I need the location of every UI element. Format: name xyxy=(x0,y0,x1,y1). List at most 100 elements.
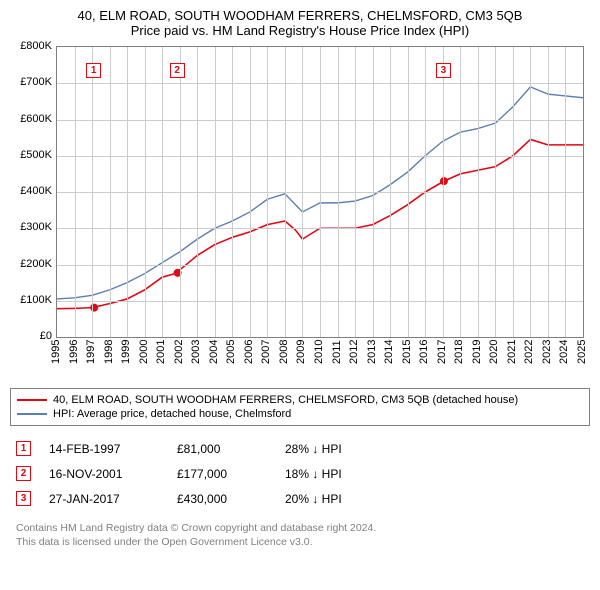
gridline-v xyxy=(127,47,128,337)
x-tick-label: 1998 xyxy=(103,340,115,364)
x-tick-label: 2024 xyxy=(558,340,570,364)
x-tick-label: 2003 xyxy=(190,340,202,364)
gridline-v xyxy=(513,47,514,337)
gridline-v xyxy=(565,47,566,337)
gridline-v xyxy=(548,47,549,337)
gridline-v xyxy=(285,47,286,337)
x-tick-label: 2021 xyxy=(506,340,518,364)
gridline-v xyxy=(443,47,444,337)
gridline-v xyxy=(495,47,496,337)
x-tick-label: 2001 xyxy=(155,340,167,364)
legend-swatch xyxy=(17,413,47,415)
figure-container: 40, ELM ROAD, SOUTH WOODHAM FERRERS, CHE… xyxy=(0,0,600,590)
transaction-index-box: 1 xyxy=(16,441,31,456)
title-line-2: Price paid vs. HM Land Registry's House … xyxy=(10,23,590,38)
legend: 40, ELM ROAD, SOUTH WOODHAM FERRERS, CHE… xyxy=(10,388,590,426)
legend-item: 40, ELM ROAD, SOUTH WOODHAM FERRERS, CHE… xyxy=(17,393,583,407)
y-tick-label: £0 xyxy=(8,330,52,342)
transactions-table: 114-FEB-1997£81,00028% ↓ HPI216-NOV-2001… xyxy=(10,432,590,515)
transaction-diff: 28% ↓ HPI xyxy=(285,442,342,456)
gridline-v xyxy=(145,47,146,337)
x-tick-label: 2023 xyxy=(541,340,553,364)
transaction-index-box: 3 xyxy=(16,491,31,506)
gridline-v xyxy=(302,47,303,337)
sale-marker-box: 2 xyxy=(170,63,185,78)
plot-rect xyxy=(56,46,584,338)
gridline-v xyxy=(355,47,356,337)
footer-line-2: This data is licensed under the Open Gov… xyxy=(16,535,584,549)
gridline-v xyxy=(460,47,461,337)
y-tick-label: £200K xyxy=(8,258,52,270)
x-tick-label: 2018 xyxy=(453,340,465,364)
legend-swatch xyxy=(17,399,47,401)
gridline-v xyxy=(232,47,233,337)
x-tick-label: 2012 xyxy=(348,340,360,364)
x-tick-label: 1995 xyxy=(50,340,62,364)
transaction-row: 216-NOV-2001£177,00018% ↓ HPI xyxy=(16,461,584,486)
transaction-date: 16-NOV-2001 xyxy=(49,467,159,481)
transaction-row: 114-FEB-1997£81,00028% ↓ HPI xyxy=(16,436,584,461)
x-tick-label: 1997 xyxy=(85,340,97,364)
x-tick-label: 2017 xyxy=(436,340,448,364)
y-tick-label: £400K xyxy=(8,185,52,197)
transaction-date: 27-JAN-2017 xyxy=(49,492,159,506)
x-tick-label: 2015 xyxy=(401,340,413,364)
transaction-price: £430,000 xyxy=(177,492,267,506)
gridline-v xyxy=(408,47,409,337)
transaction-price: £81,000 xyxy=(177,442,267,456)
gridline-v xyxy=(250,47,251,337)
gridline-v xyxy=(425,47,426,337)
attribution-footer: Contains HM Land Registry data © Crown c… xyxy=(10,519,590,551)
gridline-v xyxy=(215,47,216,337)
gridline-v xyxy=(390,47,391,337)
legend-label: HPI: Average price, detached house, Chel… xyxy=(53,408,291,420)
x-tick-label: 2013 xyxy=(366,340,378,364)
x-tick-label: 1999 xyxy=(120,340,132,364)
x-tick-label: 2025 xyxy=(576,340,588,364)
x-tick-label: 2004 xyxy=(208,340,220,364)
legend-item: HPI: Average price, detached house, Chel… xyxy=(17,407,583,421)
gridline-v xyxy=(162,47,163,337)
x-tick-label: 2009 xyxy=(295,340,307,364)
x-tick-label: 2008 xyxy=(278,340,290,364)
sale-marker-box: 3 xyxy=(436,63,451,78)
x-tick-label: 2000 xyxy=(138,340,150,364)
x-tick-label: 2010 xyxy=(313,340,325,364)
x-tick-label: 2014 xyxy=(383,340,395,364)
chart-area: £0 £100K £200K £300K £400K £500K £600K £700K £80… xyxy=(10,42,590,382)
gridline-v xyxy=(197,47,198,337)
y-tick-label: £100K xyxy=(8,294,52,306)
x-tick-label: 2002 xyxy=(173,340,185,364)
y-tick-label: £300K xyxy=(8,221,52,233)
x-tick-label: 1996 xyxy=(68,340,80,364)
y-tick-label: £600K xyxy=(8,113,52,125)
transaction-diff: 20% ↓ HPI xyxy=(285,492,342,506)
x-tick-label: 2006 xyxy=(243,340,255,364)
x-tick-label: 2016 xyxy=(418,340,430,364)
gridline-v xyxy=(92,47,93,337)
transaction-diff: 18% ↓ HPI xyxy=(285,467,342,481)
gridline-v xyxy=(338,47,339,337)
sale-marker-box: 1 xyxy=(86,63,101,78)
y-tick-label: £800K xyxy=(8,40,52,52)
gridline-v xyxy=(320,47,321,337)
transaction-row: 3 27-JAN-2017 £430,000 20% ↓ HPI xyxy=(16,486,584,511)
footer-line-1: Contains HM Land Registry data © Crown c… xyxy=(16,521,584,535)
gridline-v xyxy=(110,47,111,337)
x-tick-label: 2011 xyxy=(331,340,343,364)
x-tick-label: 2005 xyxy=(225,340,237,364)
legend-label: 40, ELM ROAD, SOUTH WOODHAM FERRERS, CHE… xyxy=(53,394,518,406)
x-tick-label: 2022 xyxy=(523,340,535,364)
title-line-1: 40, ELM ROAD, SOUTH WOODHAM FERRERS, CHE… xyxy=(10,8,590,23)
chart-titles: 40, ELM ROAD, SOUTH WOODHAM FERRERS, CHE… xyxy=(10,8,590,38)
x-tick-label: 2019 xyxy=(471,340,483,364)
gridline-v xyxy=(373,47,374,337)
gridline-v xyxy=(267,47,268,337)
x-tick-label: 2007 xyxy=(260,340,272,364)
gridline-v xyxy=(478,47,479,337)
y-tick-label: £500K xyxy=(8,149,52,161)
gridline-v xyxy=(75,47,76,337)
gridline-v xyxy=(180,47,181,337)
transaction-index-box: 2 xyxy=(16,466,31,481)
y-tick-label: £700K xyxy=(8,76,52,88)
